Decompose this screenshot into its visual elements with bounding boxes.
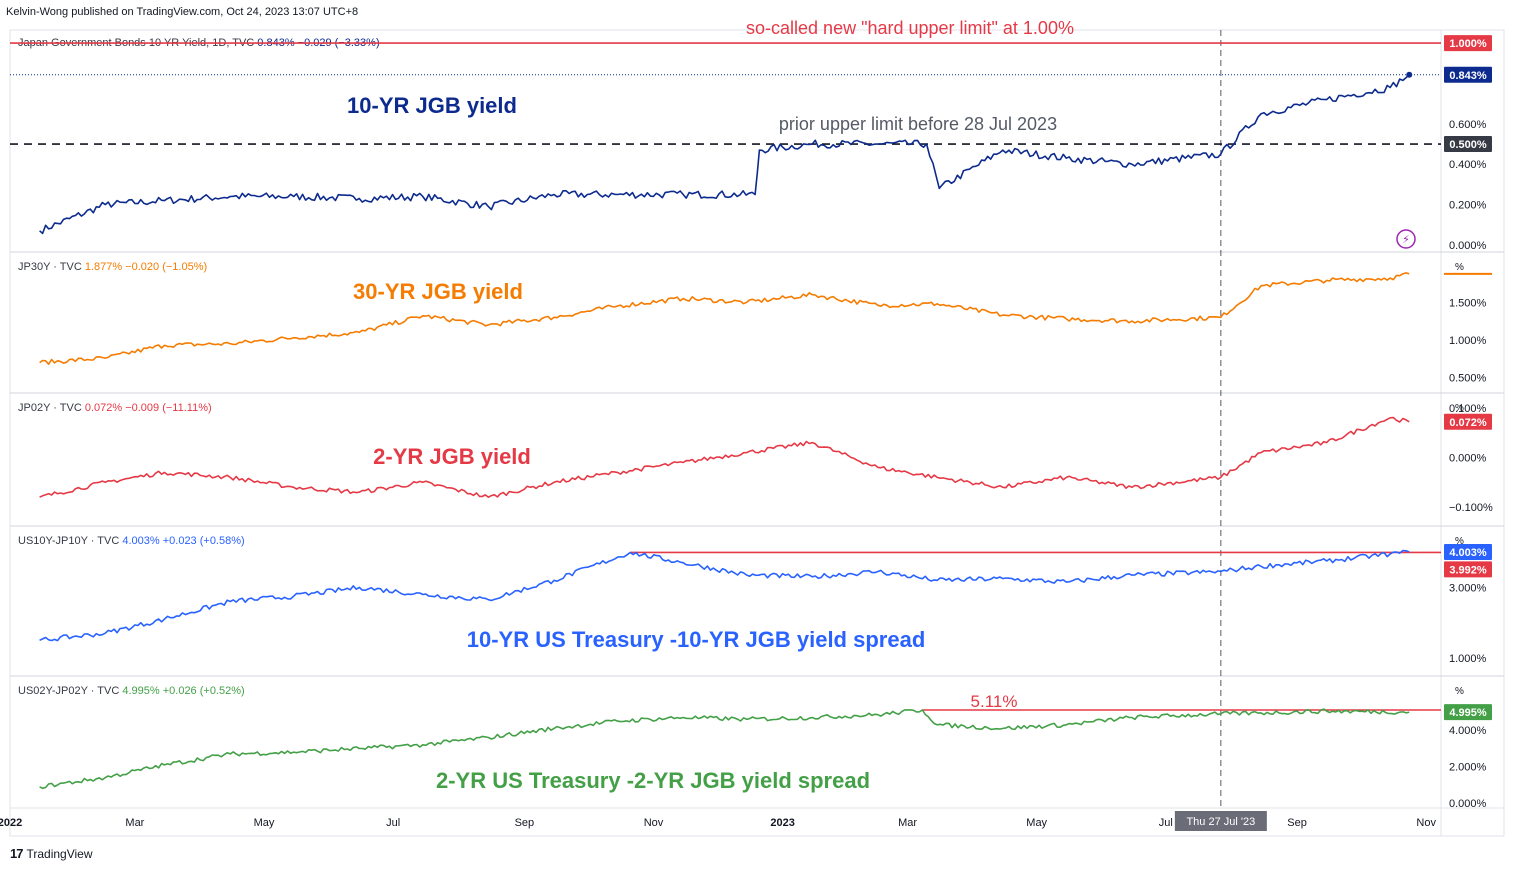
- series-line: [39, 708, 1410, 790]
- series-annotation: 2-YR US Treasury -2-YR JGB yield spread: [436, 768, 870, 793]
- pane-legend: US10Y-JP10Y · TVC 4.003% +0.023 (+0.58%): [18, 535, 245, 547]
- legend-name: US02Y-JP02Y · TVC: [18, 685, 122, 697]
- pane-legend: US02Y-JP02Y · TVC 4.995% +0.026 (+0.52%): [18, 685, 245, 697]
- time-axis-tick: 2022: [0, 817, 22, 829]
- pane-unit-label: %: [1455, 686, 1464, 697]
- series-annotation: 2-YR JGB yield: [373, 444, 531, 469]
- price-badge-label: 4.995%: [1449, 707, 1487, 719]
- legend-value: 4.003% +0.023 (+0.58%): [122, 535, 244, 547]
- price-axis-tick: 4.000%: [1449, 725, 1487, 737]
- tradingview-logo: 17 TradingView: [10, 846, 93, 861]
- time-axis-tick: Jul: [386, 817, 400, 829]
- pane-legend: JP02Y · TVC 0.072% −0.009 (−11.11%): [18, 402, 212, 414]
- legend-name: JP30Y · TVC: [18, 261, 85, 273]
- legend-value: 1.877% −0.020 (−1.05%): [85, 261, 207, 273]
- time-axis-tick: May: [254, 817, 275, 829]
- price-axis-tick: 2.000%: [1449, 762, 1487, 774]
- price-axis-tick: 1.500%: [1449, 297, 1487, 309]
- crosshair-date-label: Thu 27 Jul '23: [1186, 816, 1255, 828]
- time-axis-tick: Mar: [125, 817, 144, 829]
- price-axis-tick: 0.400%: [1449, 159, 1487, 171]
- price-badge: [1444, 561, 1492, 578]
- reference-line-label: prior upper limit before 28 Jul 2023: [779, 114, 1057, 134]
- price-badge: [1444, 413, 1492, 430]
- price-badge-label: 4.003%: [1449, 547, 1487, 559]
- time-axis-tick: Nov: [1416, 817, 1436, 829]
- series-line: [39, 272, 1410, 365]
- time-axis-tick: Mar: [898, 817, 917, 829]
- price-axis-tick: 0.200%: [1449, 200, 1487, 212]
- price-badge-label: 1.000%: [1449, 38, 1487, 50]
- price-axis-tick: 0.000%: [1449, 798, 1487, 810]
- pane-unit-label: %: [1455, 262, 1464, 273]
- legend-name: JP02Y · TVC: [18, 402, 85, 414]
- tradingview-brand-text: TradingView: [26, 846, 93, 861]
- price-axis-tick: 0.100%: [1449, 403, 1487, 415]
- price-axis-tick: 1.000%: [1449, 653, 1487, 665]
- last-price-dot: [1406, 71, 1413, 78]
- time-axis-tick: Sep: [515, 817, 535, 829]
- legend-value: 4.995% +0.026 (+0.52%): [122, 685, 244, 697]
- price-axis-tick: 0.000%: [1449, 453, 1487, 465]
- price-badge: [1444, 35, 1492, 52]
- time-axis-tick: Nov: [644, 817, 664, 829]
- pane-unit-label: %: [1455, 536, 1464, 547]
- price-axis-tick: 0.500%: [1449, 373, 1487, 385]
- legend-name: US10Y-JP10Y · TVC: [18, 535, 122, 547]
- price-badge: [1444, 544, 1492, 561]
- time-axis-tick: Sep: [1287, 817, 1307, 829]
- alert-lightning-glyph: ⚡: [1402, 234, 1410, 246]
- time-axis-tick: May: [1026, 817, 1047, 829]
- price-axis-tick: −0.100%: [1449, 502, 1493, 514]
- series-line: [39, 74, 1410, 235]
- publish-line: Kelvin-Wong published on TradingView.com…: [6, 6, 359, 18]
- price-badge-label: 0.072%: [1449, 417, 1487, 429]
- legend-value: 0.072% −0.009 (−11.11%): [85, 402, 212, 414]
- series-annotation: 10-YR JGB yield: [347, 93, 517, 118]
- price-axis-tick: 1.000%: [1449, 335, 1487, 347]
- time-axis-tick: 2023: [770, 817, 794, 829]
- pane-unit-label: %: [1455, 403, 1464, 414]
- time-axis-tick: Jul: [1159, 817, 1173, 829]
- price-badge-label: 0.843%: [1449, 70, 1487, 82]
- tradingview-logo-icon: 17: [10, 846, 24, 861]
- price-badge-label: 0.500%: [1449, 139, 1487, 151]
- crosshair-date-badge: [1174, 811, 1267, 831]
- price-badge-label: 3.992%: [1449, 564, 1487, 576]
- price-axis-tick: 0.000%: [1449, 240, 1487, 252]
- price-badge: [1444, 136, 1492, 153]
- series-line: [39, 549, 1410, 642]
- series-annotation: 10-YR US Treasury -10-YR JGB yield sprea…: [467, 627, 926, 652]
- price-axis-tick: 3.000%: [1449, 582, 1487, 594]
- price-axis-tick: 0.600%: [1449, 119, 1487, 131]
- price-badge: [1444, 704, 1492, 721]
- chart-frame: [9, 29, 1505, 837]
- price-badge: [1444, 66, 1492, 83]
- reference-line-label: so-called new "hard upper limit" at 1.00…: [746, 18, 1074, 38]
- alert-lightning-icon: [1396, 229, 1416, 249]
- series-line: [39, 416, 1410, 498]
- reference-line-label: 5.11%: [971, 692, 1018, 711]
- series-annotation: 30-YR JGB yield: [353, 279, 523, 304]
- pane-legend: JP30Y · TVC 1.877% −0.020 (−1.05%): [18, 261, 207, 273]
